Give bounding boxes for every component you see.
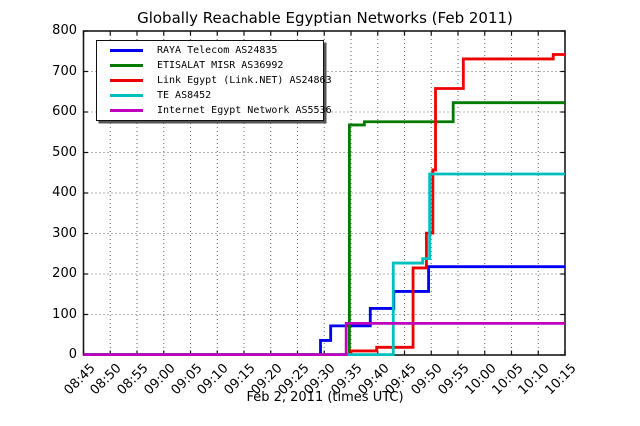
y-tick-label: 700 xyxy=(52,63,77,79)
y-tick-label: 500 xyxy=(52,144,77,160)
legend-item: Internet Egypt Network AS5536 xyxy=(97,103,332,118)
y-tick-label: 200 xyxy=(52,266,77,281)
legend-item: ETISALAT MISR AS36992 xyxy=(97,58,323,73)
y-tick-label: 100 xyxy=(52,306,77,322)
legend-item: RAYA Telecom AS24835 xyxy=(97,43,323,58)
y-tick-label: 300 xyxy=(52,225,77,241)
y-tick-label: 600 xyxy=(52,104,77,119)
legend-label: TE AS8452 xyxy=(157,90,212,101)
x-axis-label: Feb 2, 2011 (times UTC) xyxy=(246,390,404,405)
series-line-1 xyxy=(83,101,565,356)
legend-label: RAYA Telecom AS24835 xyxy=(157,45,278,56)
y-tick-label: 800 xyxy=(52,23,77,38)
legend-label: Internet Egypt Network AS5536 xyxy=(157,105,332,116)
legend-line-swatch xyxy=(110,63,143,68)
legend-item: Link Egypt (Link.NET) AS24863 xyxy=(97,73,332,88)
legend-line-swatch xyxy=(110,108,143,113)
legend-label: ETISALAT MISR AS36992 xyxy=(157,60,284,71)
legend-line-swatch xyxy=(110,78,143,83)
chart-title: Globally Reachable Egyptian Networks (Fe… xyxy=(137,9,513,27)
legend: RAYA Telecom AS24835 ETISALAT MISR AS3699… xyxy=(96,40,332,121)
legend-line-swatch xyxy=(110,48,143,53)
legend-label: Link Egypt (Link.NET) AS24863 xyxy=(157,75,332,86)
series-line-4 xyxy=(83,322,565,356)
series-line-0 xyxy=(83,265,565,356)
y-tick-label: 0 xyxy=(68,347,77,362)
legend-item: TE AS8452 xyxy=(97,88,323,103)
legend-line-swatch xyxy=(110,93,143,98)
y-tick-label: 400 xyxy=(52,185,77,200)
series-line-3 xyxy=(83,172,565,356)
